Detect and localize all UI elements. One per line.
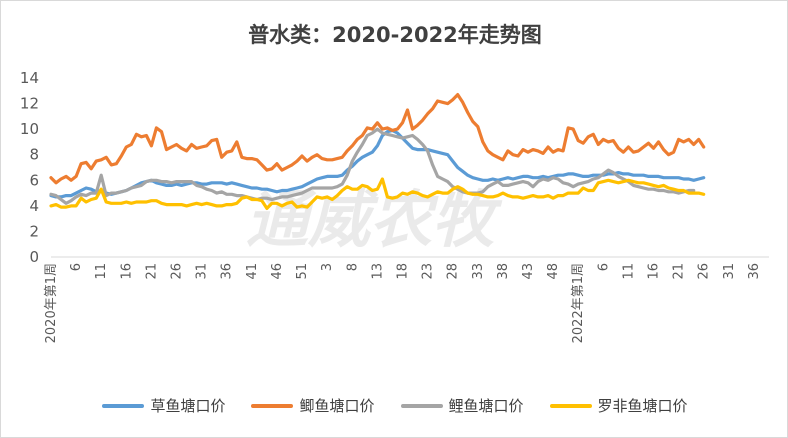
series-layer xyxy=(49,92,706,210)
x-tick-label: 48 xyxy=(546,263,561,280)
legend-item: 罗非鱼塘口价 xyxy=(549,395,688,416)
legend-swatch xyxy=(102,403,145,408)
legend-item: 鲤鱼塘口价 xyxy=(400,395,524,416)
legend-item: 草鱼塘口价 xyxy=(102,395,225,416)
series-line-3 xyxy=(49,127,696,205)
x-tick-label: 46 xyxy=(270,263,285,280)
legend-swatch xyxy=(549,403,592,408)
legend-label: 鲤鱼塘口价 xyxy=(448,397,524,415)
series-line-2 xyxy=(49,92,706,185)
x-tick-label: 2020年第1周 xyxy=(44,263,59,343)
x-tick-label: 18 xyxy=(395,263,410,280)
series-line-1 xyxy=(49,128,706,199)
watermark-text: 通威农牧 xyxy=(246,183,503,256)
y-tick-label: 12 xyxy=(20,95,39,113)
y-tick-label: 6 xyxy=(29,171,39,189)
x-tick-label: 11 xyxy=(94,263,109,280)
legend-label: 草鱼塘口价 xyxy=(150,397,226,415)
chart-title: 普水类：2020-2022年走势图 xyxy=(248,23,542,47)
x-tick-label: 38 xyxy=(496,263,511,280)
x-tick-label: 16 xyxy=(119,263,134,280)
series-line-4 xyxy=(49,177,706,210)
x-tick-label: 3 xyxy=(320,263,335,271)
x-tick-label: 26 xyxy=(697,263,712,280)
x-tick-label: 16 xyxy=(647,263,662,280)
x-tick-label: 21 xyxy=(672,263,687,280)
x-tick-label: 6 xyxy=(596,263,611,271)
legend-label: 鲫鱼塘口价 xyxy=(299,397,375,415)
y-tick-label: 10 xyxy=(20,120,39,138)
x-tick-label: 36 xyxy=(220,263,235,280)
y-tick-label: 2 xyxy=(29,222,39,240)
x-tick-label: 2022年第1周 xyxy=(571,263,586,343)
x-tick-label: 43 xyxy=(521,263,536,280)
x-tick-label: 8 xyxy=(345,263,360,271)
x-tick-label: 33 xyxy=(471,263,486,280)
x-tick-label: 31 xyxy=(722,263,737,280)
x-tick-label: 13 xyxy=(370,263,385,280)
x-tick-label: 31 xyxy=(195,263,210,280)
y-tick-label: 14 xyxy=(20,69,39,87)
x-tick-label: 6 xyxy=(69,263,84,271)
x-tick-label: 36 xyxy=(747,263,762,280)
x-tick-label: 41 xyxy=(245,263,260,280)
legend-label: 罗非鱼塘口价 xyxy=(597,397,688,415)
x-tick-label: 51 xyxy=(295,263,310,280)
x-tick-label: 11 xyxy=(621,263,636,280)
y-tick-label: 4 xyxy=(29,197,39,215)
legend-swatch xyxy=(251,403,294,408)
legend-item: 鲫鱼塘口价 xyxy=(251,395,375,416)
y-tick-label: 0 xyxy=(29,248,39,266)
legend: 草鱼塘口价 鲫鱼塘口价 鲤鱼塘口价 罗非鱼塘口价 xyxy=(1,395,788,416)
y-tick-label: 8 xyxy=(29,146,39,164)
x-tick-label: 21 xyxy=(144,263,159,280)
legend-swatch xyxy=(400,403,443,408)
x-tick-label: 26 xyxy=(170,263,185,280)
x-tick-label: 28 xyxy=(446,263,461,280)
x-tick-label: 23 xyxy=(421,263,436,280)
